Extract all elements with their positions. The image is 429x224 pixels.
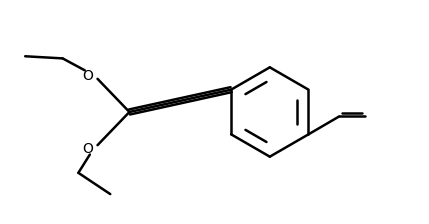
Text: O: O <box>83 69 94 83</box>
Text: O: O <box>83 142 94 156</box>
